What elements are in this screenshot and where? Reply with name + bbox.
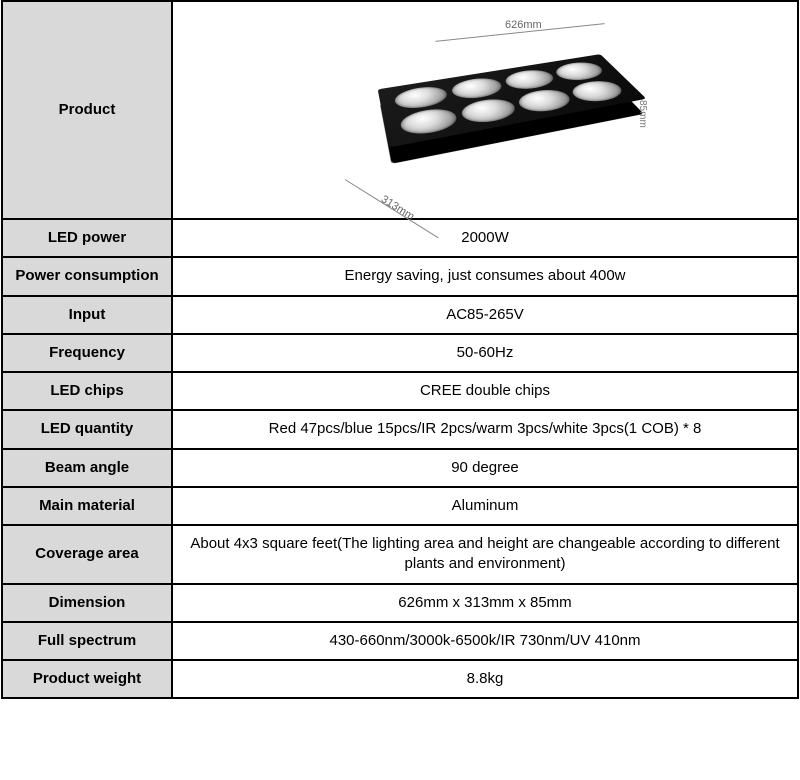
row-power-consumption: Power consumption Energy saving, just co… (2, 257, 798, 295)
row-dimension: Dimension 626mm x 313mm x 85mm (2, 584, 798, 622)
label-power-consumption: Power consumption (2, 257, 172, 295)
row-led-quantity: LED quantity Red 47pcs/blue 15pcs/IR 2pc… (2, 410, 798, 448)
row-product: Product 626mm (2, 1, 798, 219)
label-frequency: Frequency (2, 334, 172, 372)
label-dimension: Dimension (2, 584, 172, 622)
value-frequency: 50-60Hz (172, 334, 798, 372)
spec-sheet: Product 626mm (0, 0, 800, 699)
row-beam-angle: Beam angle 90 degree (2, 449, 798, 487)
label-product-weight: Product weight (2, 660, 172, 698)
value-power-consumption: Energy saving, just consumes about 400w (172, 257, 798, 295)
label-input: Input (2, 296, 172, 334)
row-frequency: Frequency 50-60Hz (2, 334, 798, 372)
dim-top: 626mm (435, 32, 605, 33)
value-main-material: Aluminum (172, 487, 798, 525)
row-led-chips: LED chips CREE double chips (2, 372, 798, 410)
spec-table: Product 626mm (1, 0, 799, 699)
value-full-spectrum: 430-660nm/3000k-6500k/IR 730nm/UV 410nm (172, 622, 798, 660)
label-coverage-area: Coverage area (2, 525, 172, 584)
label-beam-angle: Beam angle (2, 449, 172, 487)
value-coverage-area: About 4x3 square feet(The lighting area … (172, 525, 798, 584)
value-led-quantity: Red 47pcs/blue 15pcs/IR 2pcs/warm 3pcs/w… (172, 410, 798, 448)
row-led-power: LED power 2000W (2, 219, 798, 257)
label-led-quantity: LED quantity (2, 410, 172, 448)
label-main-material: Main material (2, 487, 172, 525)
row-input: Input AC85-265V (2, 296, 798, 334)
label-led-chips: LED chips (2, 372, 172, 410)
value-led-power: 2000W (172, 219, 798, 257)
label-product: Product (2, 1, 172, 219)
row-full-spectrum: Full spectrum 430-660nm/3000k-6500k/IR 7… (2, 622, 798, 660)
value-dimension: 626mm x 313mm x 85mm (172, 584, 798, 622)
product-image-cell: 626mm (172, 1, 798, 219)
row-main-material: Main material Aluminum (2, 487, 798, 525)
value-beam-angle: 90 degree (172, 449, 798, 487)
label-led-power: LED power (2, 219, 172, 257)
dim-right-label: 85mm (636, 100, 650, 128)
row-coverage-area: Coverage area About 4x3 square feet(The … (2, 525, 798, 584)
value-input: AC85-265V (172, 296, 798, 334)
dim-left: 313mm (345, 179, 455, 180)
label-full-spectrum: Full spectrum (2, 622, 172, 660)
value-product-weight: 8.8kg (172, 660, 798, 698)
value-led-chips: CREE double chips (172, 372, 798, 410)
row-product-weight: Product weight 8.8kg (2, 660, 798, 698)
spec-table-body: Product 626mm (2, 1, 798, 698)
product-image: 626mm (315, 30, 655, 200)
